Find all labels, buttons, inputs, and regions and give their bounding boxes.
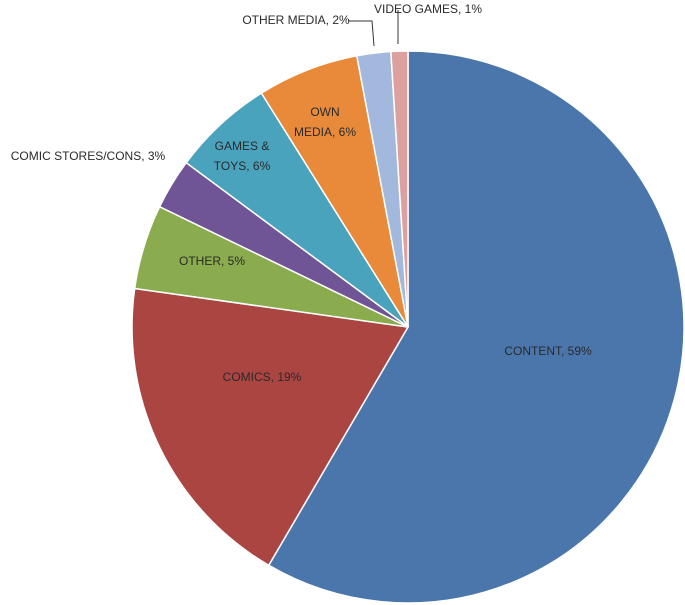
leader-line (348, 20, 375, 47)
pie-slice (390, 50, 409, 328)
data-label: COMIC STORES/CONS, 3% (11, 149, 166, 163)
data-label: CONTENT, 59% (504, 344, 592, 358)
pie-slice (267, 50, 685, 604)
pie-slice (131, 287, 410, 567)
data-label: OTHER, 5% (179, 254, 245, 268)
data-label: COMICS, 19% (223, 370, 302, 384)
data-label: GAMES & TOYS, 6% (214, 139, 271, 173)
data-label: OTHER MEDIA, 2% (242, 13, 350, 27)
data-label: OWN MEDIA, 6% (294, 105, 356, 139)
data-label: VIDEO GAMES, 1% (374, 2, 482, 16)
